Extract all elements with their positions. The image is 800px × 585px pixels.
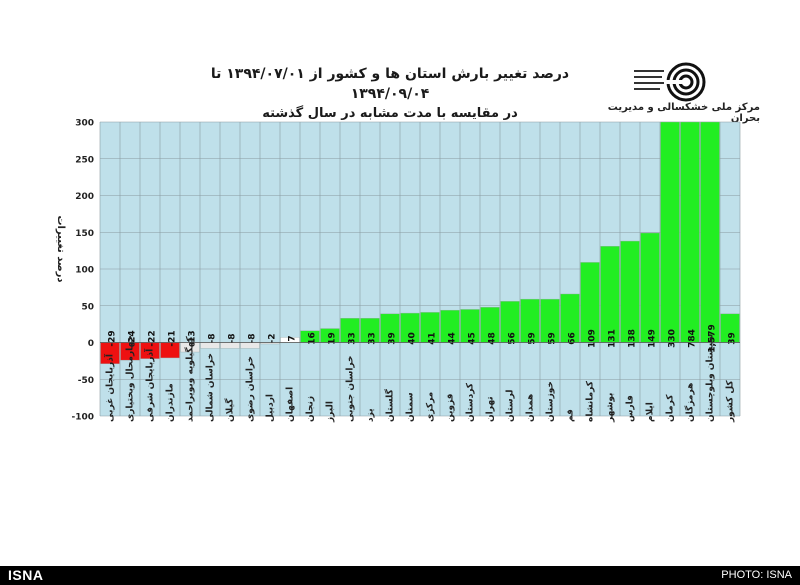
data-label: -13 [188,330,198,346]
data-label: 39 [728,332,738,345]
data-label: 33 [368,332,378,345]
chart-subtitle: در مقایسه با مدت مشابه در سال گذشته [262,106,518,121]
category-label: خوزستان [546,381,556,422]
category-label: آذربایجان شرقی [144,348,156,422]
chart-title: درصد تغییر بارش استان ها و کشور از ۱۳۹۴/… [210,66,570,102]
data-label: -29 [108,330,118,346]
category-label: کرمان [666,394,676,422]
data-label: -24 [128,330,138,346]
category-label: کهگیلویه وبویراحمد [184,335,196,422]
y-tick-label: 200 [75,192,94,202]
data-label: 41 [428,332,438,345]
data-label: 1,579 [708,324,718,352]
data-label: -8 [248,334,258,344]
y-axis-label: درصد تغییرات [55,215,66,282]
category-label: کرمانشاه [586,380,596,422]
bar [600,246,620,343]
data-label: -8 [228,334,238,344]
brand-logo-text: ISNA [8,567,44,583]
data-label: 330 [668,329,678,348]
category-label: بوشهر [606,393,616,423]
bar [680,121,700,343]
plot-area: 300 250 200 150 100 50 0 -50 -100 -29 -24 -22 -21 -13… [55,119,741,423]
data-label: 59 [548,332,558,345]
data-label: 66 [568,332,578,345]
category-label: قزوین [446,393,456,422]
precipitation-change-chart: 300 250 200 150 100 50 0 -50 -100 -29 -24 -22 -21 -13… [55,119,741,423]
y-tick-label: 0 [88,339,94,349]
data-label: 16 [308,332,318,345]
category-label: چهارمحال وبختیاری [126,335,136,422]
category-label: مرکزی [426,392,436,422]
data-label: 39 [388,332,398,345]
data-label: 45 [468,332,478,345]
category-label: زنجان [306,396,316,422]
data-label: 7 [288,335,298,341]
bar [700,121,720,343]
category-label: تهران [486,396,496,422]
category-label: خراسان شمالی [206,353,216,422]
category-label: خراسان رضوی [246,356,256,422]
data-label: -2 [268,334,278,344]
data-label: -22 [148,330,158,346]
y-tick-label: 100 [75,266,94,276]
data-label: 138 [628,329,638,348]
photo-credit: PHOTO: ISNA [721,569,792,581]
category-label: کردستان [466,382,476,422]
category-label: اصفهان [286,387,296,422]
footer-bar: ISNA PHOTO: ISNA [0,566,800,585]
y-tick-label: 150 [75,229,94,239]
data-label: 131 [608,329,618,348]
y-tick-label: -100 [71,413,94,423]
category-label: کل کشور [726,380,736,423]
data-label: 784 [688,329,698,348]
data-label: 19 [328,332,338,345]
y-tick-label: 50 [81,302,94,312]
y-tick-label: -50 [78,376,94,386]
bar [620,240,640,343]
category-label: خراسان جنوبی [346,355,356,422]
data-label: 33 [348,332,358,345]
organization-name: مرکز ملی خشکسالی و مدیریت بحران [607,102,760,124]
bar [660,121,680,343]
y-tick-label: 250 [75,155,94,165]
category-label: هرمزگان [684,383,696,422]
bar [640,232,660,343]
data-label: -21 [168,330,178,346]
category-label: آذربایجان غربی [104,353,116,422]
category-label: یزد [366,408,376,422]
category-label: گیلان [224,398,236,422]
category-label: لرستان [506,389,516,422]
category-label: مازندران [166,383,176,422]
category-label: ایلام [646,402,656,422]
data-label: 149 [648,329,658,348]
y-tick-label: 300 [75,119,94,129]
category-label: قم [566,409,576,422]
data-label: 48 [488,332,498,345]
data-label: 44 [448,332,458,345]
category-label: گلستان [384,388,396,422]
category-label: البرز [326,401,336,423]
data-label: 56 [508,332,518,345]
category-label: سمنان [406,392,416,422]
data-label: 59 [528,332,538,345]
meteorological-organization-logo [634,62,706,102]
data-label: -8 [208,334,218,344]
category-label: سیستان وبلوچستان [706,334,716,422]
category-label: فارس [626,395,636,422]
data-label: 40 [408,332,418,345]
chart-title-block: درصد تغییر بارش استان ها و کشور از ۱۳۹۴/… [200,64,580,124]
category-label: اردبیل [266,394,276,422]
data-label: 109 [588,329,598,348]
category-label: همدان [526,394,536,422]
